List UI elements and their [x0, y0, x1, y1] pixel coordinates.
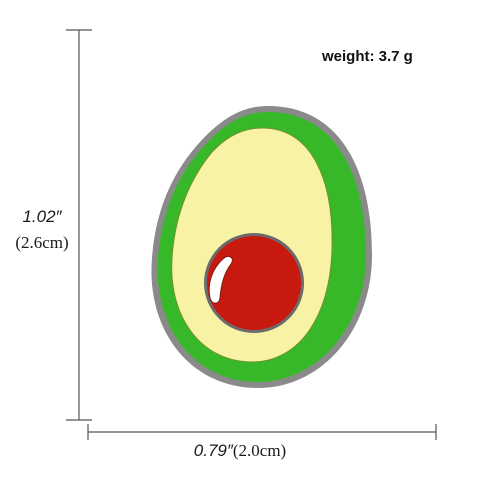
height-dimension-line [66, 29, 92, 421]
width-cm-value: (2.0cm) [232, 441, 287, 460]
width-label: 0.79″(2.0cm) [0, 441, 480, 461]
height-inch-value: 1.02″ [22, 207, 62, 226]
width-dimension-line [87, 424, 437, 440]
width-inch-value: 0.79″ [193, 441, 233, 460]
weight-label: weight: 3.7 g [322, 48, 413, 65]
pit-highlight-icon [208, 255, 233, 304]
height-cm-value: (2.6cm) [15, 233, 69, 252]
avocado-pin-icon [151, 106, 372, 388]
height-label: 1.02″ (2.6cm) [0, 206, 84, 254]
